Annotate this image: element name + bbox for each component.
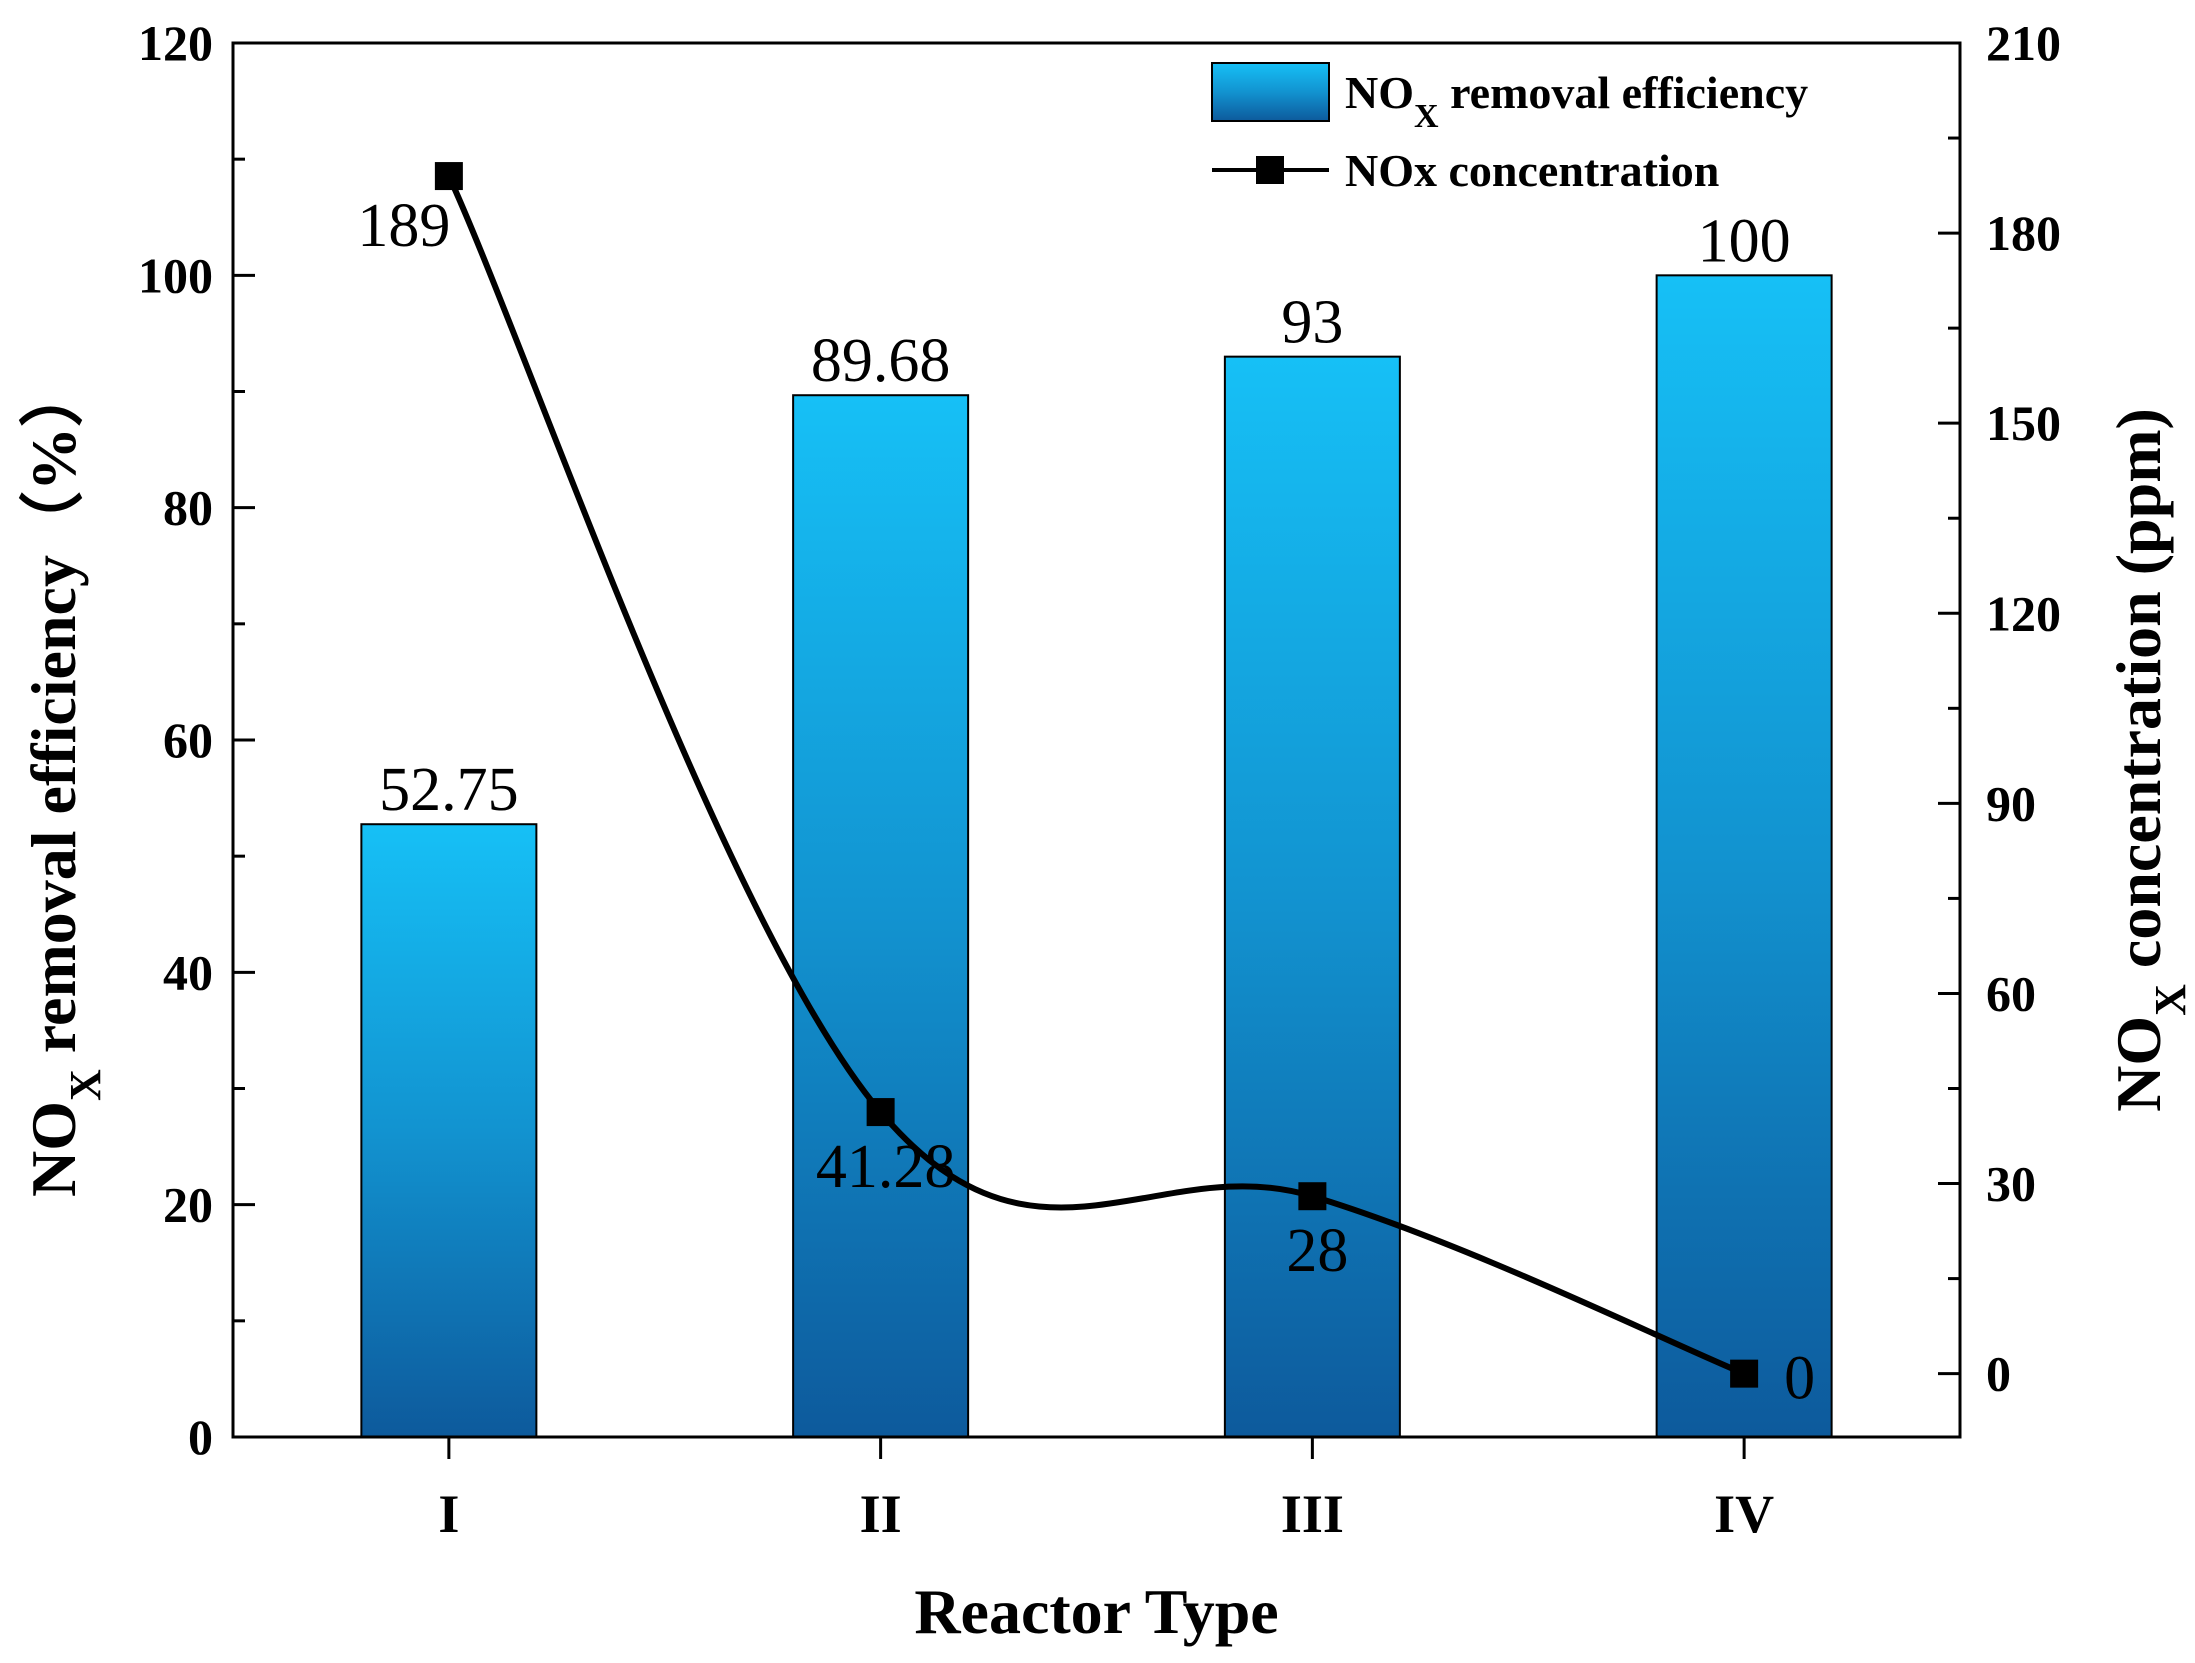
left-tick-label: 60 xyxy=(163,712,213,768)
line-marker-I xyxy=(434,162,463,191)
line-marker-II xyxy=(866,1098,895,1127)
x-tick-label: IV xyxy=(1714,1484,1774,1544)
left-tick-label: 100 xyxy=(138,247,213,303)
y2-axis-title-sub: X xyxy=(2146,984,2195,1016)
right-tick-label: 180 xyxy=(1986,205,2061,261)
line-marker-III xyxy=(1298,1182,1327,1211)
bar-II xyxy=(792,394,970,1439)
right-tick-label: 30 xyxy=(1986,1156,2036,1212)
line-marker-IV xyxy=(1730,1359,1759,1388)
bar-value-label: 100 xyxy=(1698,207,1791,275)
line-value-label: 28 xyxy=(1286,1217,1348,1285)
bar-III xyxy=(1223,355,1401,1438)
y-axis-title: NOX removal efficiency（%） xyxy=(18,363,110,1197)
data-labels: 52.75 89.68 93 100 189 41.28 28 0 xyxy=(357,192,1815,1413)
bar-series xyxy=(360,274,1833,1439)
right-tick-label: 150 xyxy=(1986,395,2061,451)
bar-IV xyxy=(1655,274,1833,1438)
left-tick-label: 0 xyxy=(188,1409,213,1465)
left-tick-label: 120 xyxy=(138,15,213,71)
legend-line-marker xyxy=(1256,156,1284,184)
legend-line-label: NOx concentration xyxy=(1345,145,1719,196)
right-tick-label: 60 xyxy=(1986,965,2036,1021)
legend-bar-label-rest: removal efficiency xyxy=(1439,67,1809,118)
bar-value-label: 52.75 xyxy=(379,756,519,824)
right-tick-label: 0 xyxy=(1986,1346,2011,1402)
y2-axis-title-rest: concentration (ppm) xyxy=(2103,408,2174,984)
line-value-label: 0 xyxy=(1784,1345,1815,1413)
y-axis-title-rest: removal efficiency（%） xyxy=(18,363,89,1069)
right-tick-label: 90 xyxy=(1986,775,2036,831)
x-tick-label: II xyxy=(860,1484,902,1544)
y2-axis-title: NOX concentration (ppm) xyxy=(2103,408,2195,1112)
line-value-label: 189 xyxy=(357,192,450,260)
legend-bar-swatch xyxy=(1211,62,1330,122)
bar-I xyxy=(360,823,538,1438)
concentration-line xyxy=(446,174,1746,1377)
x-tick-label: I xyxy=(438,1484,459,1544)
x-axis: I II III IV xyxy=(438,1437,1774,1544)
right-axis: 0 30 60 90 120 150 180 210 xyxy=(1938,15,2061,1402)
x-tick-label: III xyxy=(1281,1484,1344,1544)
x-axis-title: Reactor Type xyxy=(914,1576,1278,1647)
bar-value-label: 89.68 xyxy=(811,327,951,395)
legend-bar-label-sub: X xyxy=(1414,98,1439,135)
right-tick-label: 210 xyxy=(1986,15,2061,71)
left-tick-label: 40 xyxy=(163,944,213,1000)
legend-bar-label-main: NO xyxy=(1345,67,1414,118)
line-value-label: 41.28 xyxy=(816,1133,956,1201)
left-axis: 0 20 40 60 80 100 120 xyxy=(138,15,255,1465)
legend-bar-label: NOX removal efficiency xyxy=(1345,67,1808,135)
left-tick-label: 20 xyxy=(163,1177,213,1233)
y-axis-title-main: NO xyxy=(18,1101,89,1197)
left-tick-label: 80 xyxy=(163,480,213,536)
line-series xyxy=(434,162,1759,1388)
y-axis-title-sub: X xyxy=(61,1069,110,1101)
right-tick-label: 120 xyxy=(1986,585,2061,641)
legend: NOX removal efficiency NOx concentration xyxy=(1211,62,1808,196)
bar-value-label: 93 xyxy=(1281,289,1343,357)
y2-axis-title-main: NO xyxy=(2103,1016,2174,1112)
